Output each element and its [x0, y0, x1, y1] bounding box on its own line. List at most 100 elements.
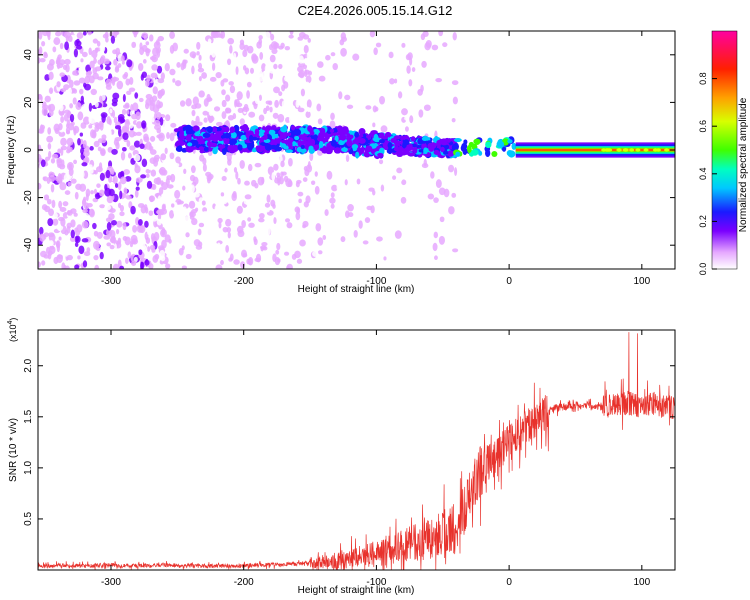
colorbar-tick-label: 0.8 — [698, 72, 708, 85]
spectrogram-noise-blob — [43, 194, 50, 201]
spectrogram-noise-blob — [244, 194, 252, 200]
colorbar-tick-label: 0.4 — [698, 168, 708, 181]
spectrogram-noise-blob — [98, 31, 102, 37]
spectrogram-noise-blob — [94, 124, 100, 132]
spectrogram-noise-blob — [215, 31, 220, 39]
spectrogram-noise-blob — [298, 32, 306, 38]
spectrogram-noise-blob — [137, 196, 144, 201]
spectrogram-noise-blob — [438, 235, 445, 245]
spectrogram-signal-blob — [313, 134, 318, 140]
spectrogram-noise-blob — [191, 65, 195, 75]
spectrogram-signal-blob — [342, 127, 349, 135]
spectrogram-noise-blob — [244, 67, 250, 75]
x-tick-label: 0 — [506, 577, 512, 588]
spectrogram-noise-blob — [78, 77, 86, 84]
spectrogram-noise-blob — [288, 157, 293, 167]
x-tick-label: 0 — [506, 276, 512, 287]
spectrogram-signal-blob — [401, 146, 407, 153]
spectrogram-signal-blob — [206, 126, 213, 134]
y-tick-label: 1.0 — [23, 460, 34, 474]
spectrogram-tone-blob — [655, 148, 661, 152]
spectrogram-noise-blob — [225, 65, 232, 71]
spectrogram-signal-blob — [485, 141, 492, 149]
spectrogram-noise-blob — [273, 163, 279, 171]
spectrogram-noise-blob — [422, 31, 429, 37]
spectrogram-noise-blob — [441, 197, 449, 204]
spectrogram-noise-blob — [181, 265, 187, 269]
spectrogram-noise-blob — [81, 104, 88, 113]
spectrogram-signal-blob — [496, 140, 505, 148]
spectrogram-signal-blob — [258, 130, 264, 137]
spectrogram-y-ticks: -40 -20 0 20 40 — [23, 49, 675, 252]
spectrogram-noise-blob — [198, 262, 204, 269]
spectrogram-noise-blob — [59, 104, 64, 112]
spectrogram-noise-blob — [120, 176, 127, 185]
spectrogram-noise-blob — [432, 242, 438, 252]
colorbar-tick-label: 0.2 — [698, 215, 708, 228]
spectrogram-noise-blob — [203, 117, 208, 123]
spectrogram-noise-blob — [215, 174, 221, 182]
spectrogram-noise-blob — [347, 203, 354, 212]
spectrogram-signal-blob — [300, 148, 307, 154]
spectrogram-noise-blob — [126, 59, 133, 68]
spectrogram-signal-blob — [440, 146, 445, 153]
spectrogram-noise-blob — [429, 256, 434, 265]
spectrogram-noise-blob — [258, 94, 262, 101]
spectrogram-noise-blob — [92, 38, 99, 44]
spectrogram-noise-blob — [303, 44, 309, 54]
spectrogram-noise-blob — [388, 51, 394, 59]
spectrogram-noise-blob — [87, 31, 92, 36]
spectrogram-noise-blob — [95, 47, 99, 54]
spectrogram-noise-blob — [44, 74, 50, 81]
spectrogram-noise-blob — [375, 42, 382, 48]
spectrogram-signal-blob — [229, 138, 238, 145]
spectrogram-noise-blob — [38, 56, 41, 64]
spectrogram-noise-blob — [254, 226, 261, 232]
spectrogram-noise-blob — [69, 113, 75, 123]
spectrogram-noise-blob — [103, 127, 109, 132]
spectrogram-tone-blob — [604, 148, 610, 152]
spectrogram-noise-blob — [306, 99, 312, 109]
spectrogram-signal-blob — [324, 133, 330, 141]
spectrogram-noise-blob — [38, 182, 42, 190]
spectrogram-noise-blob — [95, 166, 103, 173]
x-tick-label: 100 — [633, 276, 650, 287]
spectrogram-noise-blob — [418, 109, 424, 118]
spectrogram-tone-blob — [622, 148, 628, 152]
spectrogram-noise-blob — [135, 177, 143, 183]
spectrogram-tone-blob — [664, 148, 670, 152]
spectrogram-noise-blob — [48, 233, 56, 242]
spectrogram-noise-blob — [122, 104, 130, 109]
spectrogram-noise-blob — [38, 153, 42, 163]
spectrogram-noise-blob — [305, 164, 313, 173]
spectrogram-noise-blob — [435, 78, 443, 83]
spectrogram-noise-blob — [123, 71, 129, 78]
spectrogram-noise-blob — [145, 79, 150, 87]
spectrogram-noise-blob — [124, 175, 132, 182]
spectrogram-noise-blob — [89, 146, 94, 151]
spectrogram-noise-blob — [59, 182, 67, 191]
spectrogram-noise-blob — [407, 52, 413, 61]
spectrogram-noise-blob — [380, 125, 388, 133]
spectrogram-noise-blob — [106, 221, 112, 231]
spectrogram-noise-blob — [448, 164, 455, 173]
spectrogram-noise-blob — [257, 73, 264, 82]
spectrogram-noise-blob — [433, 197, 439, 203]
spectrogram-noise-blob — [277, 258, 281, 263]
spectrogram-noise-blob — [211, 83, 219, 88]
spectrogram-signal-blob — [413, 146, 418, 154]
spectrogram-noise-blob — [207, 177, 211, 184]
spectrogram-noise-blob — [79, 183, 87, 192]
spectrogram-noise-blob — [422, 97, 427, 104]
spectrogram-noise-blob — [202, 207, 208, 213]
spectrogram-noise-blob — [340, 236, 346, 243]
spectrogram-noise-blob — [389, 78, 395, 85]
spectrogram-noise-blob — [251, 53, 258, 62]
spectrogram-noise-blob — [258, 114, 265, 122]
spectrogram-noise-blob — [185, 253, 192, 260]
spectrogram-noise-blob — [306, 230, 312, 237]
spectrogram-signal-blob — [357, 148, 365, 155]
spectrogram-noise-blob — [189, 158, 195, 167]
spectrogram-noise-blob — [401, 236, 406, 246]
